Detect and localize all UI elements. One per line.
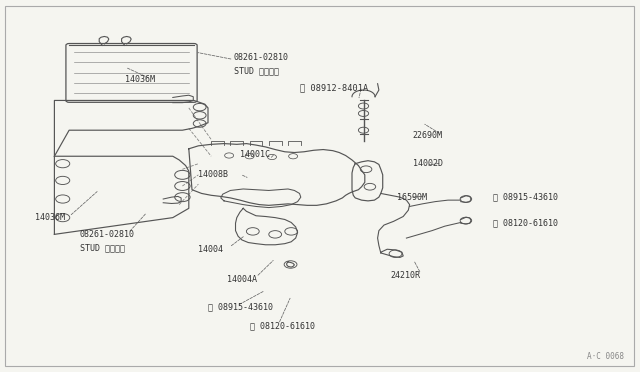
Text: Ⓦ 08915-43610: Ⓦ 08915-43610	[208, 302, 273, 311]
Text: Ⓑ 08120-61610: Ⓑ 08120-61610	[493, 219, 558, 228]
Text: 24210R: 24210R	[390, 271, 420, 280]
Text: STUD スタッド: STUD スタッド	[80, 243, 125, 252]
Text: STUD スタッド: STUD スタッド	[234, 66, 278, 75]
Text: Ⓦ 08915-43610: Ⓦ 08915-43610	[493, 193, 558, 202]
Text: 22690M: 22690M	[413, 131, 443, 140]
Text: 14004: 14004	[198, 245, 223, 254]
Text: 14004A: 14004A	[227, 275, 257, 283]
Text: 14001C: 14001C	[240, 150, 270, 159]
Text: A·C 0068: A·C 0068	[587, 352, 624, 361]
Text: 14036M: 14036M	[125, 76, 155, 84]
Text: 08261-02810: 08261-02810	[234, 53, 289, 62]
Text: 14036M: 14036M	[35, 213, 65, 222]
Text: 16590M: 16590M	[397, 193, 427, 202]
Text: Ⓑ 08120-61610: Ⓑ 08120-61610	[250, 321, 315, 330]
Text: 14008B: 14008B	[198, 170, 228, 179]
Text: 14002D: 14002D	[413, 159, 443, 168]
Text: 08261-02810: 08261-02810	[80, 230, 135, 239]
Text: Ⓝ 08912-8401A: Ⓝ 08912-8401A	[300, 83, 368, 92]
